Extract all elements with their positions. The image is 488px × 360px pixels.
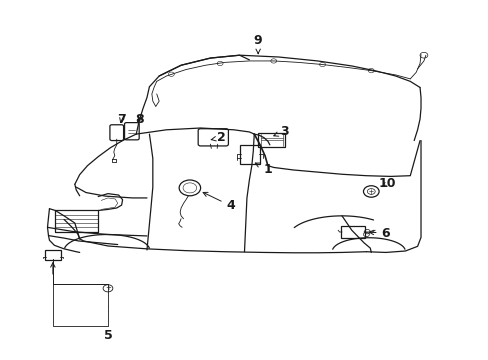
Text: 2: 2 [211, 131, 225, 144]
Text: 8: 8 [135, 113, 143, 126]
Text: 3: 3 [273, 125, 289, 138]
Text: 7: 7 [117, 113, 126, 126]
Text: 9: 9 [253, 34, 262, 54]
Text: 5: 5 [103, 329, 112, 342]
Text: 4: 4 [203, 192, 235, 212]
Text: 6: 6 [368, 226, 389, 239]
Text: +: + [105, 285, 111, 291]
Text: 10: 10 [378, 177, 395, 190]
Text: 1: 1 [255, 163, 272, 176]
